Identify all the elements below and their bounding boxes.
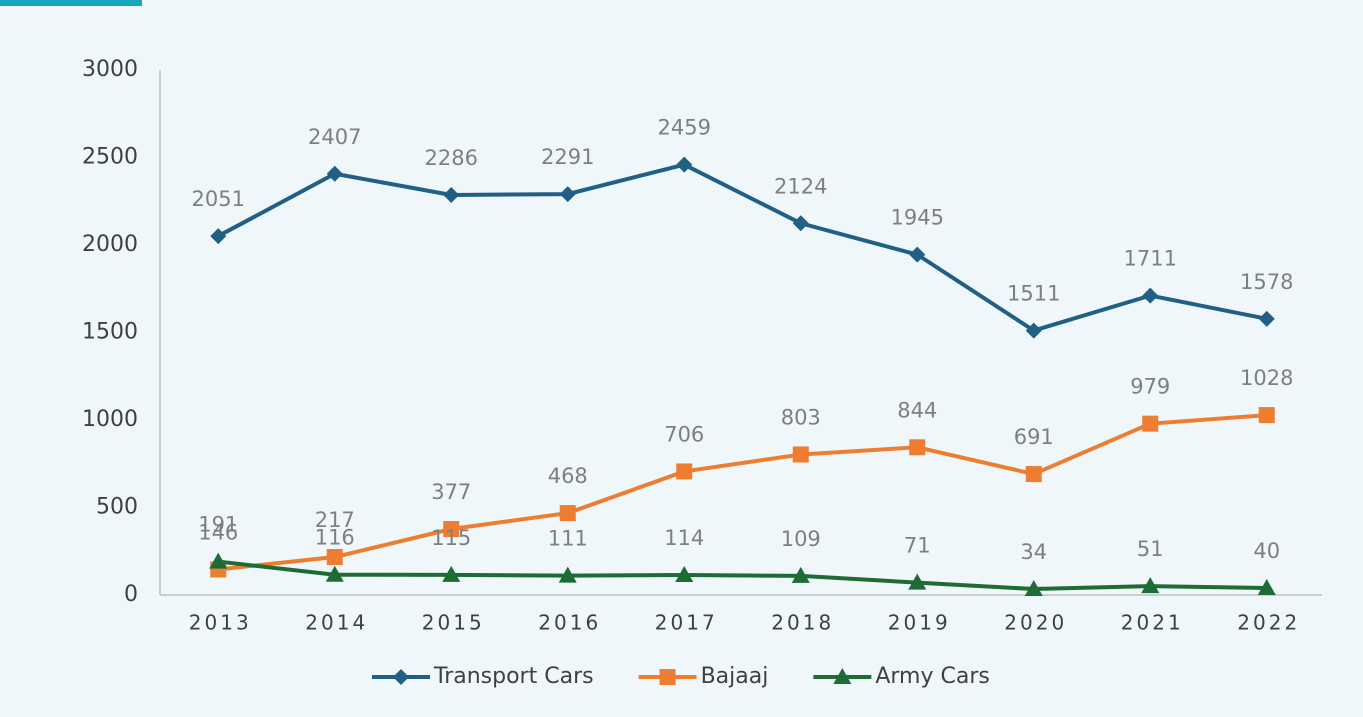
marker [1142, 287, 1159, 304]
marker [1025, 466, 1042, 483]
data-label: 34 [1020, 540, 1047, 564]
legend-label: Army Cars [875, 664, 990, 689]
data-label: 111 [548, 527, 588, 551]
series-line [218, 413, 1267, 572]
data-label: 377 [431, 480, 471, 504]
marker [442, 565, 461, 582]
marker [792, 446, 809, 463]
y-tick-label: 0 [124, 582, 138, 607]
legend-label: Bajaaj [701, 664, 769, 689]
data-label: 40 [1253, 539, 1280, 563]
marker [676, 156, 693, 173]
marker [1142, 415, 1159, 432]
data-label: 51 [1137, 537, 1164, 561]
series-line [218, 559, 1267, 592]
marker [559, 186, 576, 203]
caption-tag [0, 0, 142, 6]
y-tick-label: 1500 [82, 320, 138, 345]
x-tick-label: 2015 [422, 611, 485, 635]
marker [1141, 577, 1160, 594]
data-label: 979 [1130, 375, 1170, 399]
marker [443, 186, 460, 203]
marker [209, 552, 228, 569]
data-label: 468 [548, 464, 588, 488]
series-line [217, 162, 1268, 333]
marker [210, 228, 227, 245]
marker [908, 573, 927, 590]
data-label: 803 [781, 405, 821, 429]
marker [1024, 580, 1043, 597]
y-tick-label: 3000 [82, 57, 138, 82]
data-label: 1511 [1007, 282, 1060, 306]
marker [443, 521, 460, 538]
x-tick-label: 2020 [1004, 611, 1067, 635]
marker [1025, 322, 1042, 339]
marker [558, 566, 577, 583]
data-label: 2459 [658, 116, 711, 140]
marker [659, 669, 676, 685]
y-tick-label: 500 [96, 495, 138, 520]
legend-label: Transport Cars [433, 664, 594, 689]
data-label: 114 [664, 526, 704, 550]
x-tick-label: 2022 [1237, 611, 1300, 635]
marker [326, 549, 343, 566]
marker [326, 165, 343, 182]
y-tick-label: 1000 [82, 407, 138, 432]
data-label: 109 [781, 527, 821, 551]
data-label: 116 [315, 526, 355, 550]
x-tick-label: 2017 [655, 611, 718, 635]
data-label: 146 [198, 520, 238, 544]
marker [909, 246, 926, 263]
data-label: 191 [198, 513, 238, 537]
y-tick-label: 2000 [82, 232, 138, 257]
data-label: 844 [897, 398, 937, 422]
marker [676, 463, 693, 480]
marker [833, 668, 852, 684]
marker [1258, 310, 1275, 327]
marker [675, 566, 694, 583]
marker [559, 505, 576, 522]
data-label: 1028 [1240, 366, 1293, 390]
marker [909, 439, 926, 456]
marker [325, 565, 344, 582]
x-tick-label: 2014 [305, 611, 368, 635]
data-label: 115 [431, 526, 471, 550]
data-label: 706 [664, 422, 704, 446]
marker [792, 215, 809, 232]
data-label: 1578 [1240, 270, 1293, 294]
x-tick-label: 2016 [538, 611, 601, 635]
y-tick-label: 2500 [82, 145, 138, 170]
data-label: 2291 [541, 145, 594, 169]
x-tick-label: 2013 [189, 611, 252, 635]
x-tick-label: 2021 [1121, 611, 1184, 635]
marker [393, 669, 409, 685]
data-label: 2286 [425, 146, 478, 170]
data-label: 691 [1014, 425, 1054, 449]
data-label: 2407 [308, 125, 361, 149]
data-label: 2124 [774, 174, 827, 198]
marker [791, 566, 810, 583]
data-label: 1945 [891, 206, 944, 230]
data-label: 2051 [192, 187, 245, 211]
x-tick-label: 2018 [771, 611, 834, 635]
x-tick-label: 2019 [888, 611, 951, 635]
data-label: 71 [904, 534, 931, 558]
marker [1258, 407, 1275, 424]
marker [1257, 579, 1276, 595]
data-label: 1711 [1124, 247, 1177, 271]
data-label: 217 [315, 508, 355, 532]
